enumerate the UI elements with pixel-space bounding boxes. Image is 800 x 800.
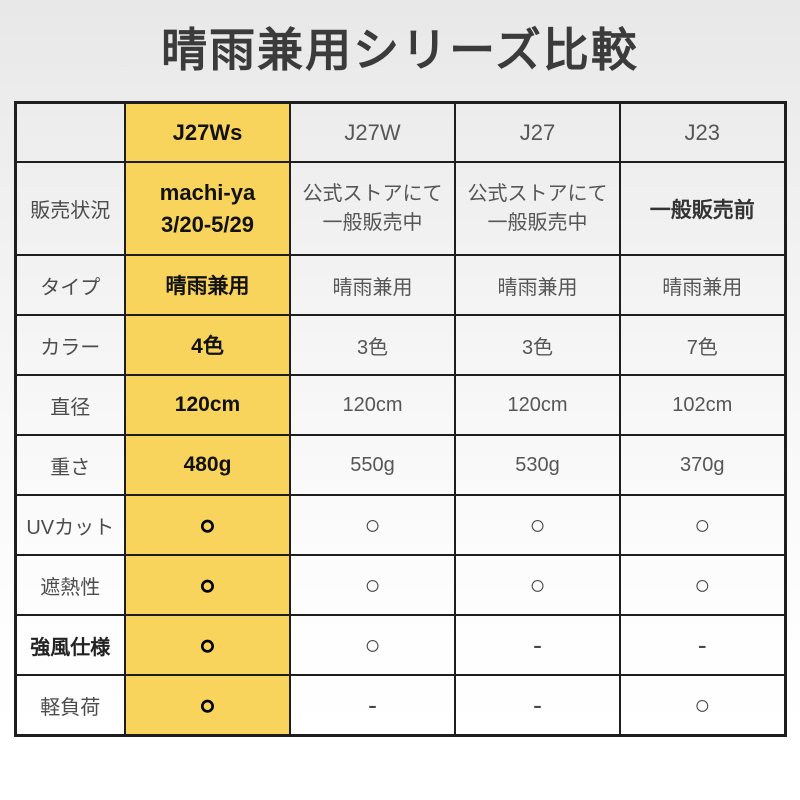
cell-type-j27ws: 晴雨兼用 <box>124 254 291 317</box>
cell-uvcut-j27w: ○ <box>289 494 456 557</box>
cell-line: 3/20-5/29 <box>161 211 254 237</box>
cell-sales-j27ws: machi-ya 3/20-5/29 <box>124 161 291 257</box>
cell-load-j27w: - <box>289 674 456 737</box>
cell-sales-j23: 一般販売前 <box>619 161 786 257</box>
row-light-load: 軽負荷 ○ - - ○ <box>14 674 786 737</box>
cell-weight-j27w: 550g <box>289 434 456 497</box>
cell-wind-j27w: ○ <box>289 614 456 677</box>
row-label-wind-spec: 強風仕様 <box>14 614 126 677</box>
row-weight: 重さ 480g 550g 530g 370g <box>14 434 786 497</box>
cell-uvcut-j27ws: ○ <box>124 494 291 557</box>
corner-cell <box>14 101 126 164</box>
header-row: J27Ws J27W J27 J23 <box>14 101 786 164</box>
cell-line: machi-ya <box>159 180 256 205</box>
model-header-j23: J23 <box>619 101 786 164</box>
cell-load-j27ws: ○ <box>124 674 291 737</box>
row-diameter: 直径 120cm 120cm 120cm 102cm <box>14 374 786 437</box>
cell-heat-j27ws: ○ <box>124 554 291 617</box>
row-label-heat-shield: 遮熱性 <box>14 554 126 617</box>
cell-weight-j23: 370g <box>619 434 786 497</box>
cell-diameter-j27ws: 120cm <box>124 374 291 437</box>
cell-type-j27w: 晴雨兼用 <box>289 254 456 317</box>
cell-heat-j27: ○ <box>454 554 621 617</box>
cell-weight-j27: 530g <box>454 434 621 497</box>
cell-wind-j27ws: ○ <box>124 614 291 677</box>
row-heat-shield: 遮熱性 ○ ○ ○ ○ <box>14 554 786 617</box>
row-sales-status: 販売状況 machi-ya 3/20-5/29 公式ストアにて 一般販売中 公式… <box>14 161 786 257</box>
cell-line: 公式ストアにて <box>302 182 443 205</box>
cell-color-j23: 7色 <box>619 314 786 377</box>
cell-diameter-j27w: 120cm <box>289 374 456 437</box>
cell-line: 公式ストアにて <box>467 182 608 205</box>
cell-uvcut-j27: ○ <box>454 494 621 557</box>
cell-color-j27: 3色 <box>454 314 621 377</box>
cell-color-j27w: 3色 <box>289 314 456 377</box>
cell-wind-j23: - <box>619 614 786 677</box>
cell-type-j27: 晴雨兼用 <box>454 254 621 317</box>
cell-line: 一般販売中 <box>322 211 423 234</box>
row-label-uv-cut: UVカット <box>14 494 126 557</box>
row-label-color: カラー <box>14 314 126 377</box>
cell-uvcut-j23: ○ <box>619 494 786 557</box>
comparison-table: J27Ws J27W J27 J23 販売状況 machi-ya 3/20-5/… <box>13 100 787 737</box>
page-title: 晴雨兼用シリーズ比較 <box>161 24 639 76</box>
model-header-j27: J27 <box>454 101 621 164</box>
cell-weight-j27ws: 480g <box>124 434 291 497</box>
row-label-type: タイプ <box>14 254 126 317</box>
cell-line: 一般販売中 <box>487 211 588 234</box>
row-label-weight: 重さ <box>14 434 126 497</box>
row-label-diameter: 直径 <box>14 374 126 437</box>
row-wind-spec: 強風仕様 ○ ○ - - <box>14 614 786 677</box>
cell-heat-j27w: ○ <box>289 554 456 617</box>
row-label-light-load: 軽負荷 <box>14 674 126 737</box>
cell-sales-j27: 公式ストアにて 一般販売中 <box>454 161 621 257</box>
cell-load-j27: - <box>454 674 621 737</box>
model-header-j27w: J27W <box>289 101 456 164</box>
cell-sales-j27w: 公式ストアにて 一般販売中 <box>289 161 456 257</box>
cell-diameter-j27: 120cm <box>454 374 621 437</box>
cell-heat-j23: ○ <box>619 554 786 617</box>
cell-wind-j27: - <box>454 614 621 677</box>
cell-load-j23: ○ <box>619 674 786 737</box>
row-label-sales-status: 販売状況 <box>14 161 126 257</box>
cell-color-j27ws: 4色 <box>124 314 291 377</box>
row-type: タイプ 晴雨兼用 晴雨兼用 晴雨兼用 晴雨兼用 <box>14 254 786 317</box>
row-color: カラー 4色 3色 3色 7色 <box>14 314 786 377</box>
cell-type-j23: 晴雨兼用 <box>619 254 786 317</box>
row-uv-cut: UVカット ○ ○ ○ ○ <box>14 494 786 557</box>
cell-diameter-j23: 102cm <box>619 374 786 437</box>
model-header-j27ws: J27Ws <box>124 101 291 164</box>
